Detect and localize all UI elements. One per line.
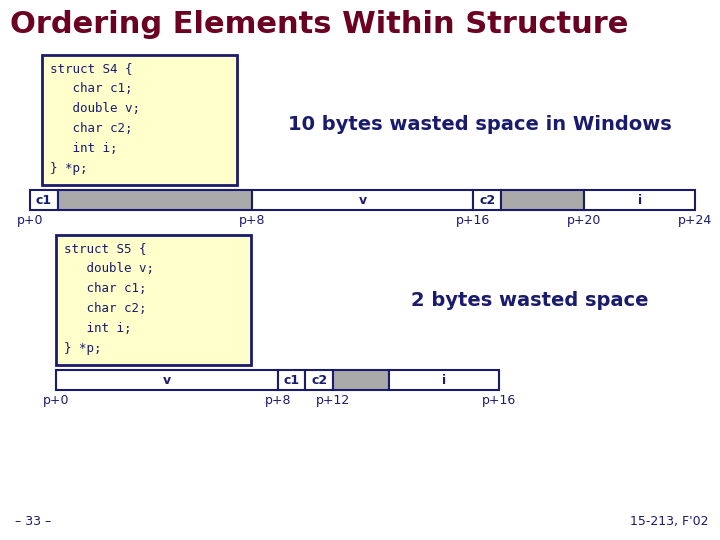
Text: p+16: p+16 (482, 394, 516, 407)
Text: c1: c1 (36, 193, 52, 206)
Text: v: v (359, 193, 366, 206)
Bar (305, 370, 333, 390)
Text: 2 bytes wasted space: 2 bytes wasted space (411, 291, 649, 309)
Bar (30, 190, 58, 210)
Text: p+24: p+24 (678, 214, 712, 227)
Text: p+12: p+12 (316, 394, 350, 407)
Bar (58, 190, 252, 210)
Bar (42, 55, 237, 185)
Text: p+0: p+0 (42, 394, 69, 407)
Text: Ordering Elements Within Structure: Ordering Elements Within Structure (10, 10, 629, 39)
Bar (252, 190, 473, 210)
Text: p+20: p+20 (567, 214, 601, 227)
Bar (56, 370, 278, 390)
Text: p+16: p+16 (456, 214, 490, 227)
Text: struct S4 {
   char c1;
   double v;
   char c2;
   int i;
} *p;: struct S4 { char c1; double v; char c2; … (50, 62, 140, 175)
Text: i: i (442, 374, 446, 387)
Text: p+8: p+8 (264, 394, 291, 407)
Bar (584, 190, 695, 210)
Text: – 33 –: – 33 – (15, 515, 51, 528)
Bar (473, 190, 501, 210)
Bar (389, 370, 500, 390)
Bar (333, 370, 389, 390)
Text: p+0: p+0 (17, 214, 43, 227)
Text: i: i (637, 193, 642, 206)
Text: c1: c1 (284, 374, 300, 387)
Text: 15-213, F'02: 15-213, F'02 (629, 515, 708, 528)
Text: c2: c2 (311, 374, 328, 387)
Bar (56, 235, 251, 365)
Text: p+8: p+8 (238, 214, 265, 227)
Bar (501, 190, 584, 210)
Bar (278, 370, 305, 390)
Text: struct S5 {
   double v;
   char c1;
   char c2;
   int i;
} *p;: struct S5 { double v; char c1; char c2; … (64, 242, 154, 355)
Text: c2: c2 (479, 193, 495, 206)
Text: v: v (163, 374, 171, 387)
Text: 10 bytes wasted space in Windows: 10 bytes wasted space in Windows (288, 116, 672, 134)
